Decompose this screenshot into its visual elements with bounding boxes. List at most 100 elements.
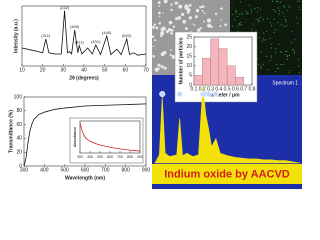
- edx-dot: [277, 22, 279, 24]
- particle: [151, 35, 155, 38]
- data-line: [79, 122, 141, 152]
- particle: [186, 8, 191, 13]
- edx-dot: [236, 26, 238, 28]
- edx-dot: [269, 59, 271, 61]
- x-tick-label: 900: [137, 155, 143, 159]
- y-tick-label: 20: [186, 44, 192, 50]
- y-tick-label: 80: [16, 108, 22, 114]
- edx-dot: [273, 31, 275, 33]
- particle: [195, 8, 200, 13]
- banner-background: [152, 164, 302, 184]
- particle: [184, 4, 189, 9]
- x-tick-label: 40: [81, 67, 87, 73]
- edx-dot: [287, 59, 289, 61]
- x-tick-label: 300: [20, 167, 29, 173]
- edx-dot: [258, 20, 260, 22]
- absorbance-inset: [69, 117, 144, 164]
- particle: [157, 1, 161, 4]
- particle: [157, 63, 161, 67]
- edx-dot: [260, 67, 262, 69]
- particle: [155, 26, 159, 30]
- edx-dot: [288, 5, 290, 7]
- edx-dot: [281, 52, 283, 54]
- edx-dot: [276, 67, 278, 69]
- edx-dot: [258, 37, 260, 39]
- edx-dot: [238, 23, 240, 25]
- edx-dot: [269, 22, 271, 24]
- x-tick-label: 0.6: [232, 86, 239, 92]
- particle: [162, 12, 164, 14]
- edx-dot: [270, 55, 272, 57]
- edx-dot: [281, 23, 283, 25]
- edx-dot: [247, 12, 249, 14]
- edx-dot: [284, 6, 286, 8]
- particle: [168, 20, 173, 25]
- particle: [171, 54, 176, 59]
- y-tick-label: 20: [16, 150, 22, 156]
- x-tick-label: 30: [61, 67, 67, 73]
- edx-dot: [260, 51, 262, 53]
- x-tick-label: 0.3: [207, 86, 214, 92]
- y-axis-label: Number of particles: [178, 37, 184, 84]
- edx-dot: [238, 13, 240, 15]
- particle: [169, 53, 172, 57]
- edx-dot: [262, 38, 264, 40]
- edx-dot: [240, 22, 242, 24]
- edx-dot: [251, 9, 253, 11]
- edx-dot: [259, 16, 261, 18]
- y-tick-label: 5: [189, 73, 192, 79]
- y-tick-label: 15: [186, 54, 192, 60]
- edx-dot: [291, 30, 293, 32]
- edx-dot: [293, 50, 295, 52]
- edx-dot: [299, 0, 301, 2]
- edx-dot: [266, 30, 268, 32]
- edx-dot: [261, 40, 263, 42]
- edx-dot: [274, 18, 276, 20]
- particle: [198, 28, 201, 30]
- y-tick-label: 60: [16, 122, 22, 128]
- edx-dot: [298, 58, 300, 60]
- particle: [178, 4, 183, 9]
- edx-dot: [299, 8, 301, 10]
- particle: [180, 12, 185, 17]
- edx-dot: [285, 20, 287, 22]
- histogram-bar: [202, 57, 211, 86]
- peak-label: (411): [75, 40, 85, 45]
- particle: [151, 25, 156, 29]
- particle: [207, 23, 212, 28]
- edx-dot: [289, 7, 291, 9]
- edx-dot: [259, 8, 261, 10]
- edx-dot: [256, 11, 258, 13]
- particle: [158, 67, 161, 70]
- edx-dot: [283, 26, 285, 28]
- edx-dot: [277, 7, 279, 9]
- particle: [188, 4, 192, 7]
- edx-dot: [235, 12, 237, 14]
- edx-dot: [245, 11, 247, 13]
- edx-dot: [262, 63, 264, 65]
- particle: [163, 66, 167, 70]
- particle: [199, 26, 202, 30]
- edx-dot: [250, 11, 252, 13]
- edx-dot: [234, 19, 236, 21]
- edx-dot: [283, 5, 285, 7]
- x-tick-label: 0.1: [191, 86, 198, 92]
- edx-dot: [285, 19, 287, 21]
- edx-dot: [254, 8, 256, 10]
- particle: [170, 8, 173, 12]
- particle: [160, 64, 164, 69]
- x-tick-label: 500: [60, 167, 69, 173]
- particle: [160, 52, 165, 57]
- particle: [194, 15, 198, 19]
- particle: [169, 28, 171, 31]
- particle: [170, 3, 173, 6]
- edx-dot: [271, 25, 273, 27]
- edx-dot: [287, 55, 289, 57]
- edx-dot: [269, 38, 271, 40]
- edx-dot: [265, 39, 267, 41]
- edx-dot: [239, 24, 241, 26]
- particle: [177, 2, 179, 4]
- x-tick-label: 60: [123, 67, 129, 73]
- edx-dot: [275, 52, 277, 54]
